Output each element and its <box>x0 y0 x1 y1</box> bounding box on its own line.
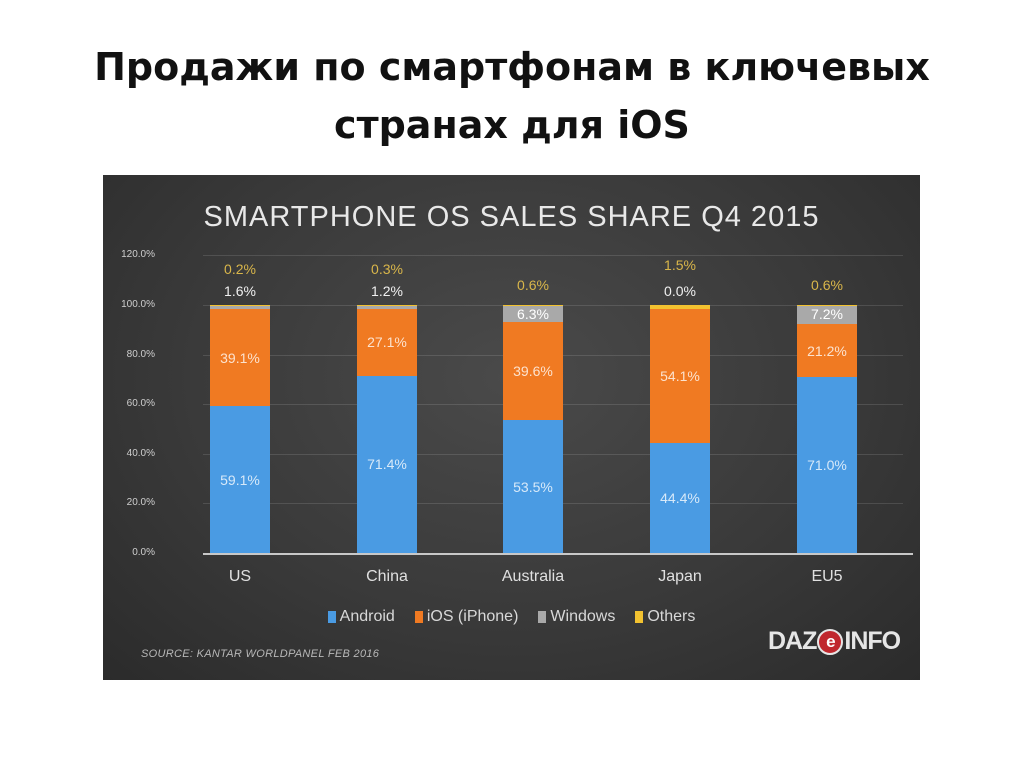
y-tick-label: 60.0% <box>126 398 155 410</box>
segment-ios <box>210 309 270 407</box>
others-value-label: 0.6% <box>811 277 843 293</box>
legend-label: Windows <box>550 608 616 625</box>
x-tick-label: EU5 <box>811 568 843 585</box>
segment-ios <box>797 324 857 377</box>
segment-ios <box>503 322 563 421</box>
windows-value-label: 7.2% <box>811 306 843 322</box>
ios-swatch-icon <box>414 611 423 623</box>
x-tick-label: Japan <box>658 568 702 585</box>
segment-others <box>797 305 857 307</box>
segment-others <box>357 305 417 306</box>
others-value-label: 0.3% <box>371 261 403 277</box>
chart-legend: Android iOS (iPhone) Windows Others <box>103 608 920 626</box>
chart-title: SMARTPHONE OS SALES SHARE Q4 2015 <box>203 201 820 233</box>
y-tick-label: 40.0% <box>126 447 155 459</box>
slide-title-line-1: Продажи по смартфонам в ключевых <box>94 45 930 89</box>
gridline <box>203 255 903 257</box>
segment-value-label: 39.1% <box>220 349 260 366</box>
segment-windows <box>797 306 857 325</box>
slide-title-line-2: странах для iOS <box>334 103 690 147</box>
segment-android <box>503 420 563 553</box>
segment-value-label: 54.1% <box>660 367 700 384</box>
segment-value-label: 44.4% <box>660 489 700 506</box>
windows-value-label: 0.0% <box>664 283 696 299</box>
segment-others <box>650 305 710 309</box>
segment-windows <box>357 305 417 309</box>
x-tick-label: US <box>228 568 252 585</box>
legend-label: Others <box>647 608 696 625</box>
legend-item-windows: Windows <box>538 608 615 626</box>
legend-label: Android <box>339 608 395 625</box>
segment-ios <box>357 308 417 376</box>
others-value-label: 0.6% <box>517 277 549 293</box>
segment-others <box>503 305 563 307</box>
windows-swatch-icon <box>538 611 547 623</box>
dazeinfo-logo: DAZ e INFO <box>768 627 901 656</box>
source-note: SOURCE: KANTAR WORLDPANEL FEB 2016 <box>141 648 380 660</box>
y-tick-label: 20.0% <box>126 497 155 509</box>
others-value-label: 0.2% <box>224 261 256 277</box>
segment-windows <box>503 306 563 323</box>
legend-item-others: Others <box>635 608 695 626</box>
segment-value-label: 27.1% <box>367 334 407 351</box>
windows-value-label: 1.2% <box>371 283 403 299</box>
chart-panel: SMARTPHONE OS SALES SHARE Q4 2015 0.0% 20… <box>103 175 920 680</box>
segment-android <box>357 375 417 553</box>
segment-value-label: 53.5% <box>513 478 553 495</box>
y-tick-label: 120.0% <box>121 249 155 261</box>
legend-item-android: Android <box>327 608 395 626</box>
slide-title: Продажи по смартфонам в ключевых странах… <box>0 38 1024 154</box>
segment-android <box>210 406 270 553</box>
segment-value-label: 71.0% <box>807 456 847 473</box>
segment-windows <box>210 305 270 310</box>
legend-item-ios: iOS (iPhone) <box>414 608 519 626</box>
logo-e-icon: e <box>817 629 844 656</box>
segment-android <box>650 442 710 553</box>
segment-value-label: 39.6% <box>513 363 553 380</box>
y-tick-label: 80.0% <box>126 348 155 360</box>
y-tick-label: 0.0% <box>132 547 155 558</box>
segment-ios <box>650 308 710 443</box>
x-tick-label: China <box>366 568 408 585</box>
segment-value-label: 21.2% <box>807 342 847 359</box>
plot-area: 0.0% 20.0% 40.0% 60.0% 80.0% 100.0% 120.0% 59.1… <box>103 175 920 680</box>
logo-text-right: INFO <box>844 627 901 655</box>
y-tick-label: 100.0% <box>121 299 155 310</box>
legend-label: iOS (iPhone) <box>426 608 519 625</box>
windows-value-label: 1.6% <box>224 283 256 299</box>
segment-android <box>797 376 857 553</box>
others-value-label: 1.5% <box>664 257 696 273</box>
windows-value-label: 6.3% <box>517 306 549 322</box>
android-swatch-icon <box>327 611 336 623</box>
x-axis-line <box>203 553 913 555</box>
others-swatch-icon <box>635 611 644 623</box>
segment-value-label: 59.1% <box>220 471 260 488</box>
segment-value-label: 71.4% <box>367 456 407 473</box>
x-tick-label: Australia <box>501 568 565 585</box>
logo-text-left: DAZ <box>768 627 817 655</box>
